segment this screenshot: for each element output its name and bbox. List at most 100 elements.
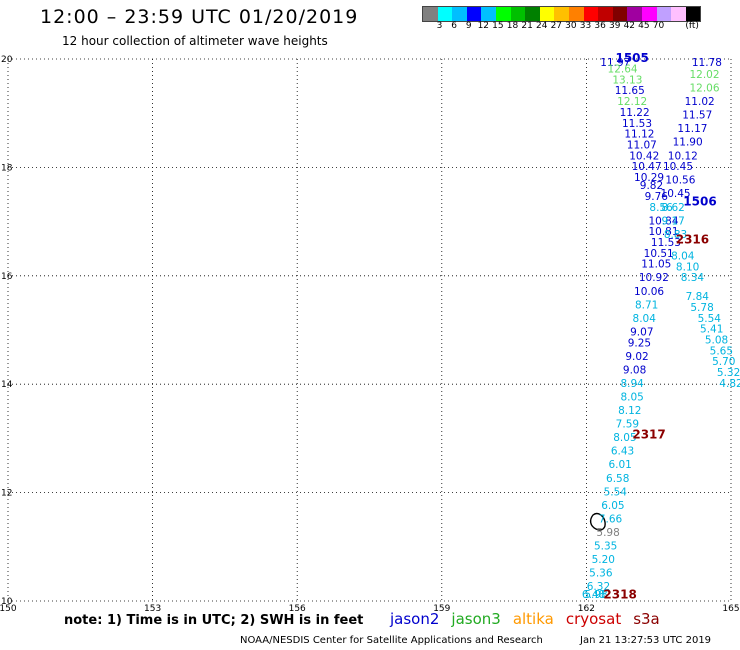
swh-value-label: 10.29	[634, 172, 664, 184]
swh-value-label: 6.32	[587, 581, 610, 593]
swh-value-label: 5.98	[596, 527, 619, 539]
lon-tick-label: 150	[0, 604, 17, 614]
color-scale-bar	[422, 6, 702, 22]
map-grid	[7, 58, 732, 602]
map-title: 12:00 – 23:59 UTC 01/20/2019	[40, 6, 359, 28]
swh-value-label: 12.02	[689, 69, 719, 81]
swh-value-label: 10.12	[668, 150, 698, 162]
map-subtitle: 12 hour collection of altimeter wave hei…	[62, 34, 328, 48]
swh-value-label: 9.02	[625, 351, 648, 363]
swh-value-label: 11.57	[682, 110, 712, 122]
swh-value-label: 11.53	[651, 237, 681, 249]
satellite-legend-item: jason3	[451, 610, 501, 628]
scale-swatch	[598, 7, 613, 21]
swh-value-label: 8.04	[671, 251, 695, 263]
scale-swatch	[437, 7, 453, 21]
lon-tick-label: 156	[289, 604, 306, 614]
swh-value-label: 12.06	[689, 83, 719, 95]
swh-value-label: 10.56	[665, 175, 695, 187]
credit-text: NOAA/NESDIS Center for Satellite Applica…	[240, 635, 543, 646]
swh-value-label: 11.65	[615, 85, 645, 97]
swh-value-label: 10.45	[661, 188, 691, 200]
swh-value-label: 10.45	[663, 161, 693, 173]
swh-value-label: 11.07	[627, 139, 657, 151]
scale-swatch	[554, 7, 569, 21]
scale-swatch	[452, 7, 467, 21]
swh-value-label: 5.41	[700, 324, 723, 336]
swh-value-label: 10.84	[648, 215, 678, 227]
track-number-label: 1506	[683, 194, 716, 208]
swh-value-label: 9.76	[645, 191, 669, 203]
swh-value-label: 6.48	[582, 589, 605, 601]
swh-value-label: 11.02	[685, 96, 715, 108]
scale-swatch	[685, 7, 701, 21]
swh-value-label: 10.81	[648, 226, 678, 238]
swh-value-label: 10.92	[639, 272, 669, 284]
swh-value-label: 8.71	[635, 299, 658, 311]
scale-swatch	[656, 7, 672, 21]
satellite-legend-item: s3a	[633, 610, 660, 628]
swh-value-label: 5.54	[604, 486, 628, 498]
track-number-label: 2316	[676, 232, 709, 246]
scale-swatch	[641, 7, 657, 21]
scale-label: 36	[594, 21, 606, 31]
scale-swatch	[539, 7, 555, 21]
track-number-label: 1505	[615, 51, 648, 65]
scale-swatch	[495, 7, 511, 21]
swh-value-label: 6.58	[606, 473, 629, 485]
swh-value-label: 9.08	[623, 364, 646, 376]
generation-timestamp: Jan 21 13:27:53 UTC 2019	[580, 635, 712, 646]
swh-value-label: 5.35	[594, 541, 617, 553]
swh-value-label: 11.97	[600, 57, 630, 69]
swh-value-label: 10.51	[644, 248, 674, 260]
swh-value-label: 5.78	[690, 302, 713, 314]
scale-label: 6	[451, 21, 457, 31]
swh-value-label: 11.12	[624, 129, 654, 141]
scale-unit: (ft)	[685, 21, 699, 31]
scale-label: 45	[638, 21, 650, 31]
satellite-legend-item: altika	[512, 610, 554, 628]
swh-value-label: 11.90	[673, 137, 703, 149]
swh-value-label: 8.04	[633, 313, 657, 325]
scale-swatch	[612, 7, 628, 21]
scale-label: 70	[652, 21, 665, 31]
satellite-legend: jason2 jason3 altika cryosat s3a	[390, 610, 672, 628]
swh-value-label: 10.42	[629, 150, 659, 162]
lon-tick-label: 165	[722, 604, 739, 614]
lat-tick-label: 10	[1, 597, 13, 607]
scale-label: 33	[579, 21, 592, 31]
swh-value-label: 8.62	[661, 202, 684, 214]
swh-value-label: 9.07	[630, 326, 653, 338]
swh-value-label: 9.17	[661, 215, 684, 227]
swh-value-label: 5.54	[698, 313, 722, 325]
scale-label: 30	[565, 21, 577, 31]
swh-value-label: 7.84	[686, 291, 710, 303]
lon-tick-label: 162	[578, 604, 595, 614]
scale-label: 9	[465, 21, 472, 31]
swh-value-label: 5.32	[717, 367, 740, 379]
map-ticks: 150 153 156 159 162 165 10 12 14 16 18 20	[0, 55, 740, 614]
swh-value-label: 10.06	[634, 286, 664, 298]
scale-label: 18	[506, 21, 519, 31]
swh-value-label: 5.70	[712, 356, 735, 368]
lat-tick-label: 18	[1, 163, 13, 173]
swh-value-label: 9.82	[640, 180, 663, 192]
swh-value-label: 7.59	[616, 419, 639, 431]
swh-value-label: 8.05	[613, 432, 636, 444]
swh-value-label: 8.56	[649, 202, 673, 214]
lat-tick-label: 20	[1, 55, 13, 65]
scale-swatch	[671, 7, 686, 21]
swh-value-label: 8.83	[664, 229, 687, 241]
swh-value-label: 5.08	[705, 335, 728, 347]
scale-label: 15	[492, 21, 504, 31]
swh-value-label: 5.20	[592, 554, 615, 566]
track-number-labels: 1505 1506 2316 2317 2318	[603, 51, 716, 601]
track-number-label: 2318	[603, 587, 636, 601]
lat-tick-label: 12	[1, 489, 12, 499]
swh-value-label: 6.05	[601, 500, 624, 512]
swh-value-label: 11.53	[622, 118, 652, 130]
island-outline	[589, 512, 606, 531]
coastline	[589, 512, 606, 531]
